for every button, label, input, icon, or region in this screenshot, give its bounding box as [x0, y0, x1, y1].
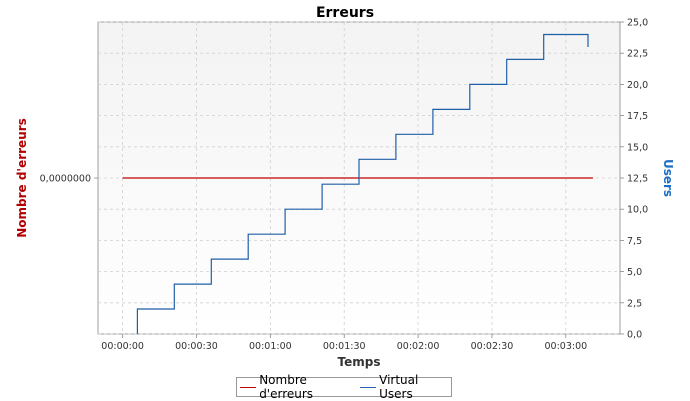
- right-tick-label: 17,5: [627, 111, 648, 122]
- legend-swatch-errors: [240, 386, 257, 388]
- legend-label-errors: Nombre d'erreurs: [259, 373, 314, 401]
- right-tick-label: 15,0: [627, 142, 648, 153]
- right-tick-label: 22,5: [627, 49, 648, 60]
- left-axis-title: Nombre d'erreurs: [15, 118, 29, 238]
- x-tick-label: 00:02:00: [397, 341, 440, 352]
- left-tick-label: 0,0000000: [40, 174, 91, 185]
- chart-title: Erreurs: [316, 5, 374, 21]
- right-axis-title: Users: [661, 159, 675, 197]
- x-tick-label: 00:00:00: [101, 341, 144, 352]
- right-tick-label: 10,0: [627, 205, 648, 216]
- x-tick-label: 00:01:30: [323, 341, 366, 352]
- legend-label-users: Virtual Users: [379, 373, 419, 401]
- right-tick-label: 2,5: [627, 298, 642, 309]
- series-line-virtual-users: [136, 33, 589, 334]
- legend-swatch-users: [359, 386, 377, 388]
- x-tick-label: 00:03:00: [544, 341, 587, 352]
- x-axis-title: Temps: [338, 355, 381, 369]
- right-axis: 0,0 2,5 5,0 7,5 10,0 12,5 15,0 17,5 20,0 22,5 25,0: [620, 18, 648, 341]
- legend-item-users: Virtual Users: [359, 373, 448, 401]
- x-tick-label: 00:00:30: [175, 341, 218, 352]
- series-layer: [122, 33, 593, 334]
- right-tick-label: 20,0: [627, 80, 648, 91]
- right-tick-label: 0,0: [627, 330, 642, 341]
- x-tick-label: 00:01:00: [249, 341, 292, 352]
- left-axis: 0,0000000: [40, 174, 98, 185]
- right-tick-label: 7,5: [627, 236, 642, 247]
- right-tick-label: 5,0: [627, 267, 642, 278]
- legend: Nombre d'erreurs Virtual Users: [236, 373, 452, 401]
- x-tick-label: 00:02:30: [471, 341, 514, 352]
- right-tick-label: 25,0: [627, 18, 648, 29]
- right-tick-label: 12,5: [627, 174, 648, 185]
- legend-item-errors: Nombre d'erreurs: [240, 373, 354, 401]
- x-axis: 00:00:00 00:00:30 00:01:00 00:01:30 00:02:00…: [101, 334, 587, 352]
